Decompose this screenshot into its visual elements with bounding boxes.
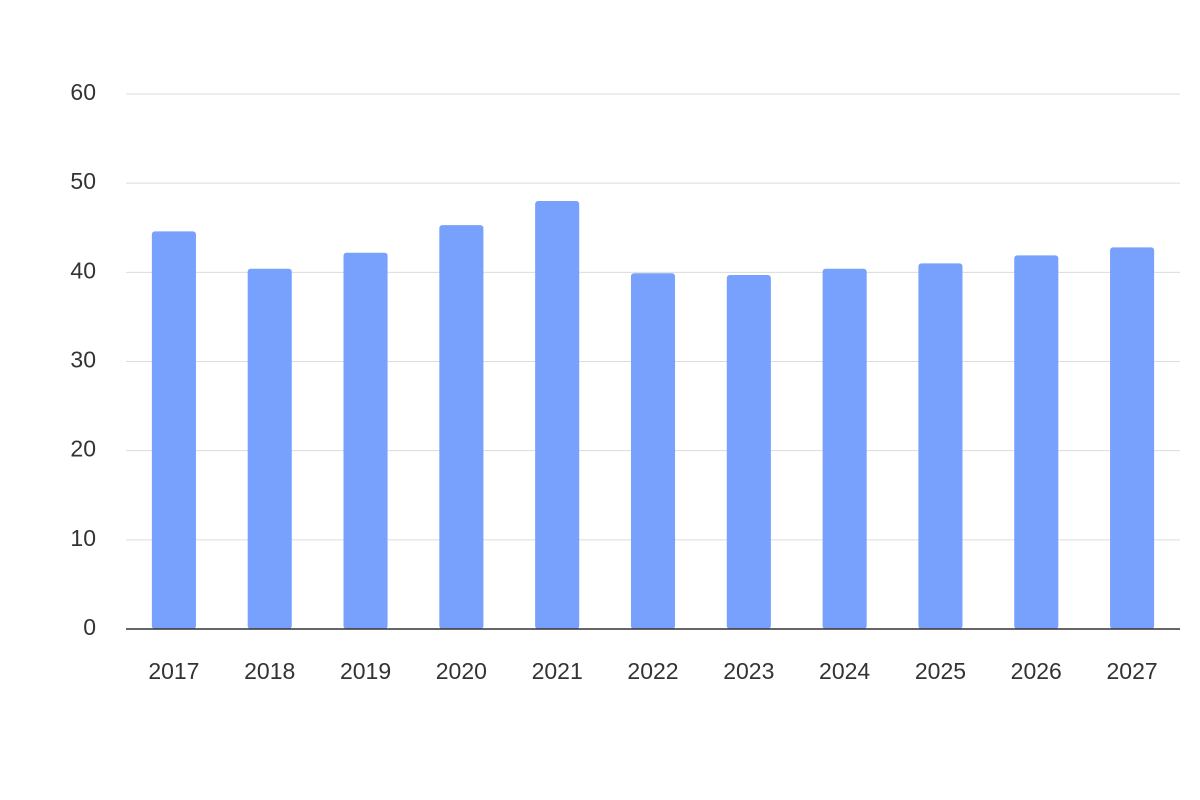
x-tick-label: 2017 (148, 658, 199, 684)
bar (630, 273, 676, 629)
bar (918, 263, 963, 629)
y-tick-label: 0 (83, 614, 96, 640)
y-tick-label: 10 (70, 525, 96, 551)
x-tick-label: 2020 (436, 658, 487, 684)
bar (151, 231, 196, 630)
y-tick-label: 20 (70, 436, 96, 462)
bar (535, 201, 580, 629)
y-tick-label: 40 (70, 257, 96, 283)
x-tick-label: 2018 (244, 658, 295, 684)
x-tick-label: 2024 (819, 658, 870, 684)
x-tick-label: 2025 (915, 658, 966, 684)
x-tick-label: 2021 (532, 658, 583, 684)
bar (822, 268, 867, 629)
x-tick-label: 2022 (627, 658, 678, 684)
y-tick-label: 60 (70, 79, 96, 105)
x-tick-label: 2023 (723, 658, 774, 684)
y-tick-label: 50 (70, 168, 96, 194)
bar (1014, 255, 1059, 629)
bar (439, 225, 484, 629)
bar (343, 252, 388, 629)
bar (247, 268, 292, 629)
x-tick-label: 2019 (340, 658, 391, 684)
x-tick-label: 2027 (1107, 658, 1158, 684)
bar (726, 275, 771, 629)
x-tick-label: 2026 (1011, 658, 1062, 684)
y-tick-label: 30 (70, 347, 96, 373)
bar (1110, 247, 1155, 629)
